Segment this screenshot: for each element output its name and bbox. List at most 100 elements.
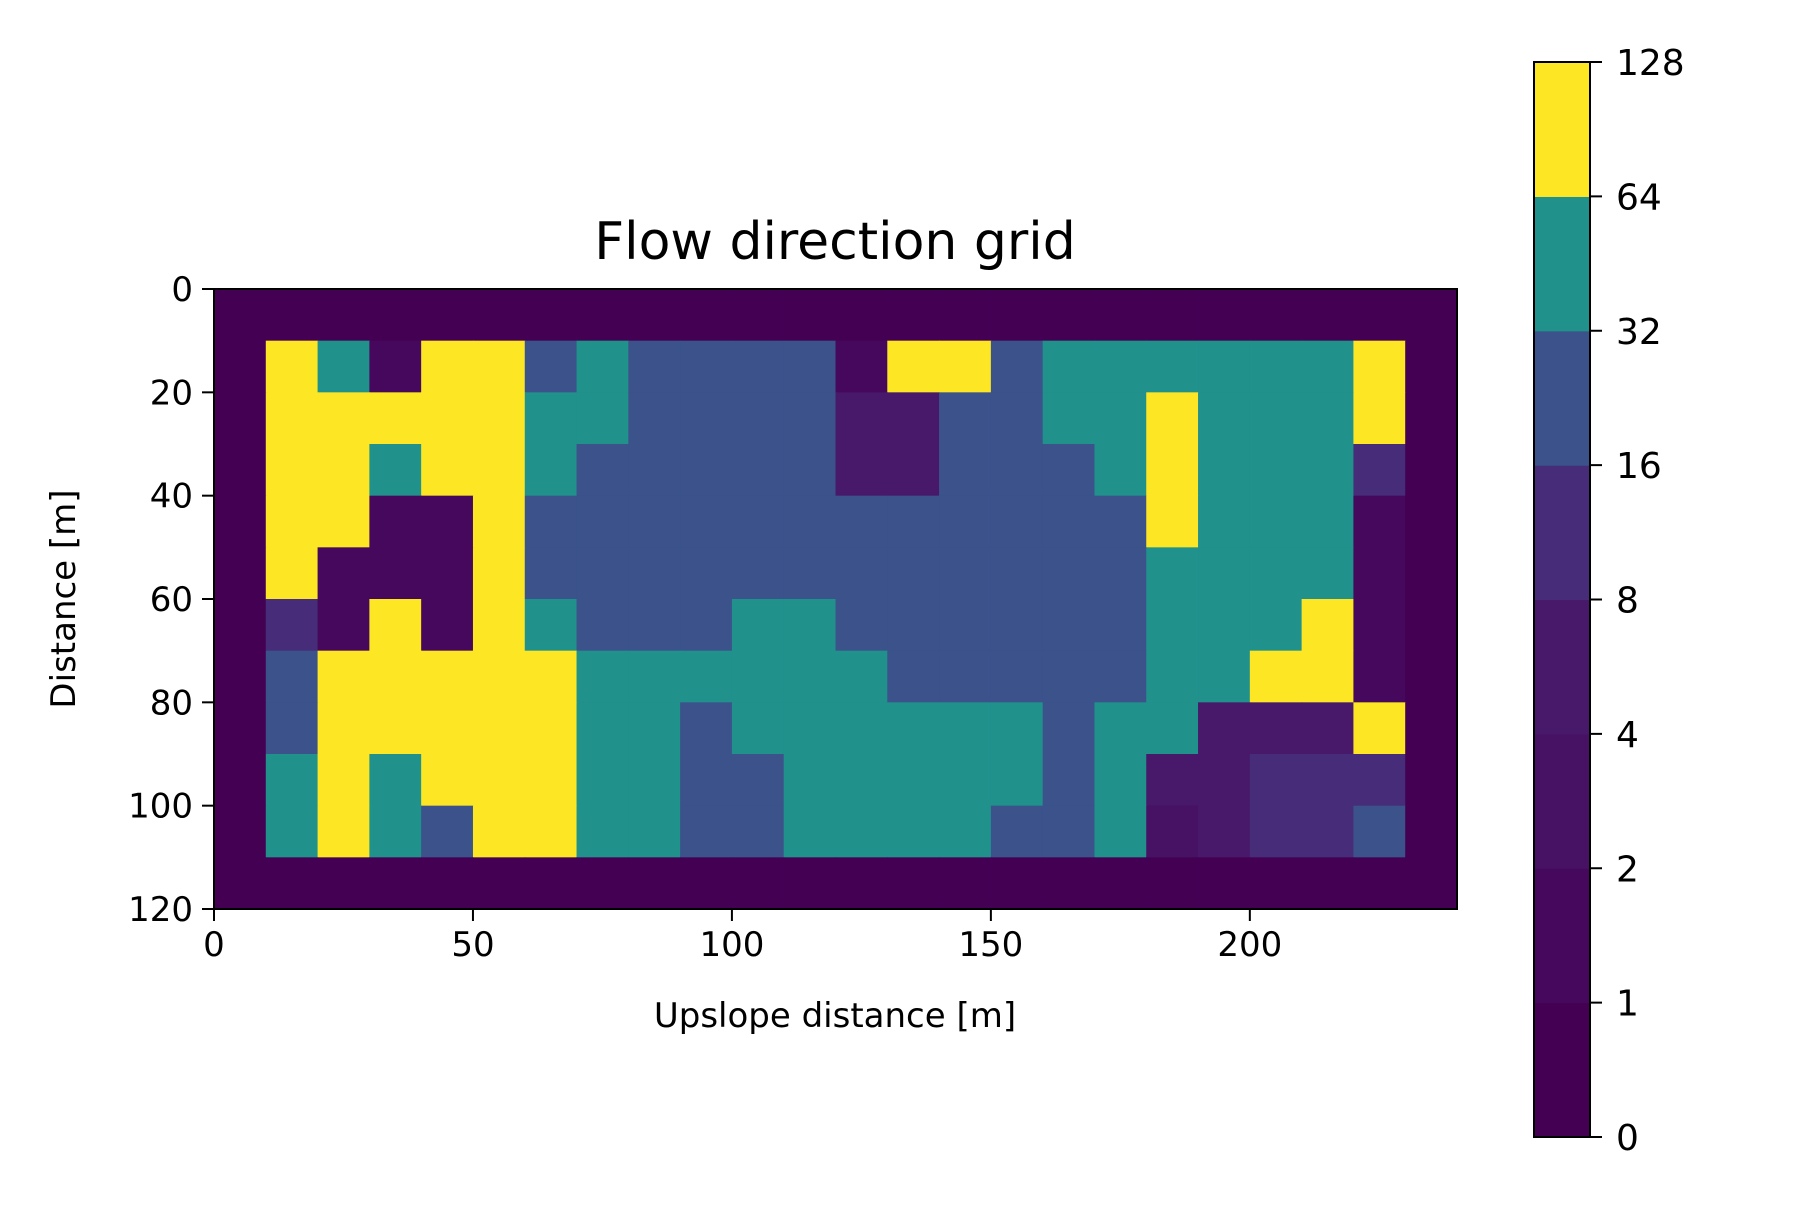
heatmap-cell [265,444,319,497]
colorbar-tick-label: 1 [1616,984,1639,1025]
heatmap-cell [1301,702,1355,755]
heatmap-cell [628,702,681,755]
heatmap-cell [214,340,267,393]
heatmap-cell [731,702,785,755]
x-axis-label: Upslope distance [m] [654,996,1016,1036]
heatmap-cell [576,650,629,703]
heatmap-cell [1301,547,1355,600]
heatmap-cell [783,289,837,342]
heatmap-cell [1405,340,1458,393]
heatmap-cell [1353,289,1406,342]
colorbar-tick-label: 32 [1616,312,1662,353]
heatmap-cell [317,857,370,910]
heatmap-cell [1146,805,1199,858]
chart-title: Flow direction grid [594,212,1075,272]
heatmap-cell [628,857,681,910]
heatmap-cell [317,495,370,548]
heatmap-cell [1042,495,1096,548]
heatmap-cell [1042,340,1096,393]
heatmap-cell [1094,392,1147,445]
heatmap-cell [628,392,681,445]
colorbar: 0 1 2 4 8 16 32 64 128 [1533,43,1685,1159]
heatmap-cell [1405,392,1458,445]
heatmap-cell [1042,289,1096,342]
colorbar-tick-label: 0 [1616,1118,1639,1159]
heatmap-cell [576,599,629,652]
heatmap-cell [317,289,370,342]
x-tick-label: 100 [699,925,764,965]
heatmap-cell [369,754,422,807]
heatmap-cell [1301,805,1355,858]
heatmap-cell [783,444,837,497]
heatmap-cell [783,340,837,393]
heatmap-cell [265,754,319,807]
colorbar-tick-label: 4 [1616,715,1639,756]
heatmap-cell [1301,599,1355,652]
heatmap-cell [472,340,526,393]
heatmap-cell [1301,857,1355,910]
heatmap-cell [524,805,578,858]
heatmap-cell [783,805,837,858]
heatmap-cell [1405,857,1458,910]
heatmap-cell [1094,444,1147,497]
heatmap-cell [421,289,474,342]
heatmap-cell [214,599,267,652]
heatmap-cell [1146,754,1199,807]
heatmap-cell [214,805,267,858]
heatmap-cell [1353,392,1406,445]
heatmap-cell [421,495,474,548]
heatmap-cell [835,599,888,652]
heatmap-cell [628,805,681,858]
heatmap-cell [680,754,733,807]
heatmap-cell [887,444,940,497]
heatmap-cell [214,702,267,755]
heatmap-cell [472,754,526,807]
heatmap-cell [1353,702,1406,755]
heatmap-cell [939,547,992,600]
heatmap-cell [1405,289,1458,342]
heatmap-cell [1301,754,1355,807]
heatmap-cell [731,495,785,548]
heatmap-cell [1094,702,1147,755]
colorbar-tick-label: 128 [1616,43,1685,84]
heatmap-cell [1301,495,1355,548]
y-tick-label: 0 [171,270,193,310]
heatmap-cell [939,805,992,858]
heatmap-cell [421,805,474,858]
heatmap-cell [472,289,526,342]
x-tick-label: 200 [1217,925,1282,965]
heatmap-cell [265,805,319,858]
heatmap-cell [421,702,474,755]
heatmap-cell [1405,650,1458,703]
heatmap-cell [1094,857,1147,910]
y-tick-label: 80 [150,683,193,723]
heatmap-cell [628,547,681,600]
heatmap-cell [887,495,940,548]
heatmap-cell [421,857,474,910]
y-axis-label: Distance [m] [44,489,84,708]
heatmap-cell [317,599,370,652]
heatmap-cell [1249,392,1303,445]
heatmap-cell [1301,650,1355,703]
heatmap-cell [939,702,992,755]
heatmap-cell [421,599,474,652]
heatmap-cell [576,444,629,497]
heatmap-cell [990,857,1044,910]
heatmap-cell [1042,754,1096,807]
heatmap-cell [731,340,785,393]
heatmap-cell [524,857,578,910]
heatmap-cell [1094,650,1147,703]
heatmap-cell [939,289,992,342]
heatmap-cell [472,650,526,703]
heatmap-cell [472,444,526,497]
heatmap-cell [835,547,888,600]
heatmap-cell [214,754,267,807]
heatmap-cell [887,754,940,807]
heatmap-cell [576,805,629,858]
heatmap-cell [731,444,785,497]
heatmap-cell [835,702,888,755]
heatmap-cell [265,340,319,393]
heatmap-cell [576,289,629,342]
heatmap-cell [680,805,733,858]
